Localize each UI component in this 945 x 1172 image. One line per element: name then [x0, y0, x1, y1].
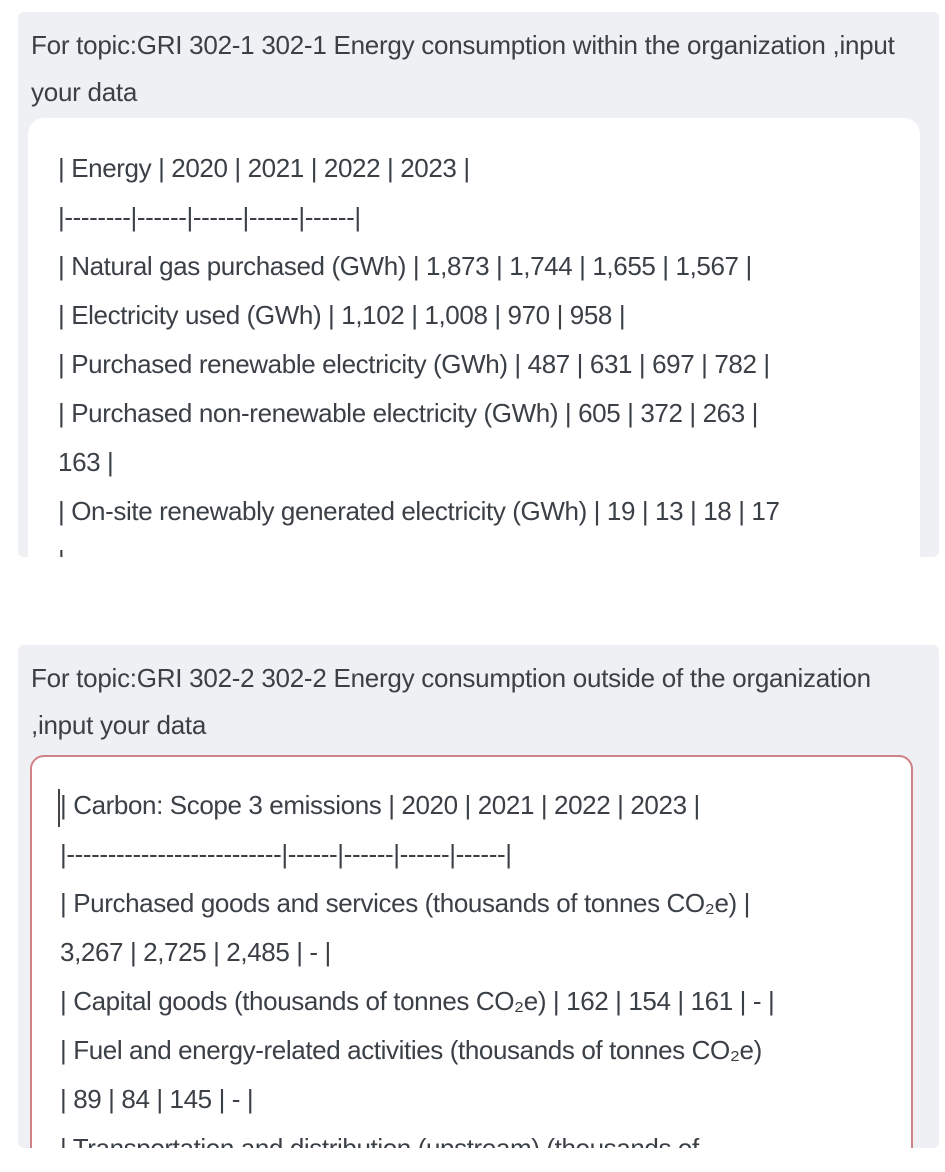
input-line: | Fuel and energy-related activities (th… — [60, 1035, 762, 1065]
data-input-gri-302-2[interactable]: | Carbon: Scope 3 emissions | 2020 | 202… — [30, 755, 913, 1148]
input-line: | Purchased renewable electricity (GWh) … — [58, 349, 770, 379]
input-line: | Carbon: Scope 3 emissions | 2020 | 202… — [60, 790, 700, 820]
data-input-gri-302-1[interactable]: | Energy | 2020 | 2021 | 2022 | 2023 | |-… — [28, 118, 920, 557]
input-content: | Carbon: Scope 3 emissions | 2020 | 202… — [60, 781, 911, 1148]
input-line: | Electricity used (GWh) | 1,102 | 1,008… — [58, 300, 626, 330]
topic-prompt-gri-302-1: For topic:GRI 302-1 302-1 Energy consump… — [31, 30, 895, 107]
topic-section-gri-302-1: For topic:GRI 302-1 302-1 Energy consump… — [18, 12, 939, 557]
input-line: |--------|------|------|------|------| — [58, 202, 361, 232]
input-line: | Natural gas purchased (GWh) | 1,873 | … — [58, 251, 752, 281]
input-line: 163 | — [58, 447, 114, 477]
topic-section-gri-302-2: For topic:GRI 302-2 302-2 Energy consump… — [18, 645, 939, 1148]
input-line: | Purchased goods and services (thousand… — [60, 888, 750, 918]
input-line: |--------------------------|------|-----… — [60, 839, 512, 869]
input-line: | 89 | 84 | 145 | - | — [60, 1084, 254, 1114]
input-line: | Transportation and distribution (upstr… — [60, 1133, 699, 1148]
input-line: | — [58, 536, 920, 557]
input-content: | Energy | 2020 | 2021 | 2022 | 2023 | |-… — [58, 144, 920, 557]
input-line: | Energy | 2020 | 2021 | 2022 | 2023 | — [58, 153, 470, 183]
input-line: | Capital goods (thousands of tonnes CO₂… — [60, 986, 775, 1016]
input-line: 3,267 | 2,725 | 2,485 | - | — [60, 937, 331, 967]
text-cursor — [58, 789, 60, 827]
input-line: | On-site renewably generated electricit… — [58, 496, 780, 526]
input-line: | Purchased non-renewable electricity (G… — [58, 398, 759, 428]
topic-prompt-gri-302-2: For topic:GRI 302-2 302-2 Energy consump… — [31, 663, 871, 740]
